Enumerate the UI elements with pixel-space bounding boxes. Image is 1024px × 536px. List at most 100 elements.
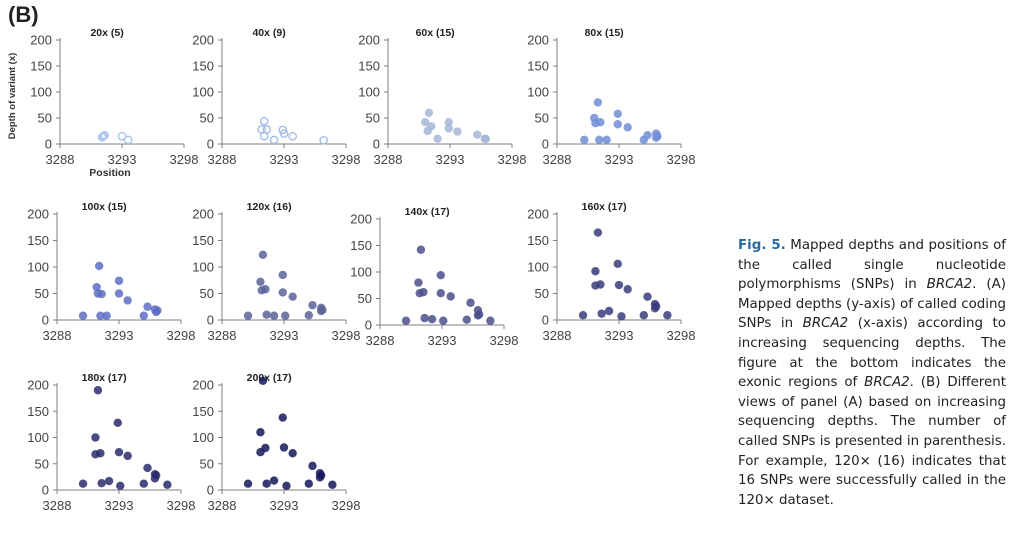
data-point <box>123 451 132 461</box>
data-point <box>99 131 108 141</box>
x-tick-label: 3288 <box>208 328 237 343</box>
data-point <box>278 270 287 280</box>
scatter-panel: 200x (17) 0 50 100 150 200 3288 3293 3298 <box>192 372 360 513</box>
panel-title: 60x (15) <box>416 27 455 39</box>
data-point <box>652 302 661 311</box>
y-tick-label: 0 <box>207 137 214 152</box>
data-point <box>663 311 672 320</box>
data-point <box>279 443 289 452</box>
x-tick-label: 3288 <box>366 333 395 348</box>
data-point <box>473 130 482 139</box>
caption-gene-name: BRCA2 <box>926 277 973 293</box>
data-point <box>256 428 265 437</box>
y-tick-label: 0 <box>42 313 49 328</box>
y-tick-label: 50 <box>200 286 214 301</box>
x-tick-label: 3288 <box>208 152 237 167</box>
data-point <box>424 108 434 118</box>
y-tick-label: 150 <box>192 404 214 419</box>
data-point <box>319 136 328 145</box>
y-tick-label: 0 <box>365 318 372 333</box>
data-point <box>580 135 589 145</box>
data-point <box>278 125 288 135</box>
y-tick-label: 50 <box>366 111 380 126</box>
y-tick-label: 150 <box>192 233 214 248</box>
x-tick-label: 3298 <box>170 152 199 167</box>
x-tick-label: 3288 <box>43 328 72 343</box>
y-tick-label: 100 <box>527 85 549 100</box>
data-point <box>653 132 662 141</box>
x-tick-label: 3298 <box>332 152 361 167</box>
caption-fig-label: Fig. 5. <box>738 238 786 253</box>
y-tick-label: 150 <box>350 238 372 253</box>
data-point <box>623 285 632 294</box>
data-point <box>97 289 106 299</box>
caption-gene-name: BRCA2 <box>864 375 910 391</box>
data-point <box>96 449 105 458</box>
data-point <box>613 259 622 269</box>
x-tick-label: 3298 <box>167 328 196 343</box>
data-point <box>258 376 268 385</box>
x-tick-label: 3298 <box>667 328 696 343</box>
data-point <box>100 130 109 140</box>
y-tick-label: 50 <box>35 286 49 301</box>
data-point <box>97 478 106 488</box>
y-tick-label: 0 <box>207 483 214 498</box>
data-point <box>416 245 426 254</box>
y-tick-label: 0 <box>542 137 549 152</box>
data-point <box>262 125 271 134</box>
y-tick-label: 0 <box>542 313 549 328</box>
scatter-panel: 100x (15) 0 50 100 150 200 3288 3293 3298 <box>27 201 195 343</box>
y-axis-label: Depth of variant (x) <box>7 53 18 140</box>
y-tick-label: 0 <box>373 137 380 152</box>
data-point <box>643 292 652 301</box>
data-point <box>123 296 132 305</box>
data-point <box>317 471 326 480</box>
panel-title: 140x (17) <box>405 206 450 218</box>
panel-title: 200x (17) <box>247 372 292 384</box>
data-point <box>278 413 287 422</box>
data-point <box>78 311 88 320</box>
data-point <box>91 433 100 442</box>
data-point <box>578 311 588 320</box>
y-tick-label: 100 <box>527 260 549 275</box>
data-point <box>596 280 605 289</box>
figure-caption: Fig. 5. Mapped depths and positions of t… <box>738 236 1006 510</box>
data-point <box>269 476 279 485</box>
data-point <box>444 117 453 127</box>
data-point <box>104 476 114 486</box>
y-tick-label: 100 <box>192 85 214 100</box>
x-tick-label: 3288 <box>543 328 572 343</box>
data-point <box>427 314 437 324</box>
data-point <box>261 443 270 453</box>
panel-title: 180x (17) <box>82 372 127 384</box>
data-point <box>597 309 606 318</box>
data-point <box>278 288 287 297</box>
y-tick-label: 100 <box>358 85 380 100</box>
data-point <box>113 418 122 427</box>
scatter-panel: 80x (15) 0 50 100 150 200 3288 3293 3298 <box>527 27 695 167</box>
x-tick-label: 3293 <box>270 152 299 167</box>
data-point <box>318 305 327 315</box>
data-point <box>436 289 445 298</box>
data-point <box>436 270 445 280</box>
data-point <box>401 316 411 325</box>
x-tick-label: 3293 <box>108 152 137 167</box>
x-tick-label: 3288 <box>374 152 403 167</box>
data-point <box>462 315 471 324</box>
caption-body: Mapped depths and positions of the calle… <box>738 238 1006 508</box>
x-tick-label: 3288 <box>46 152 75 167</box>
y-tick-label: 100 <box>27 430 49 445</box>
data-point <box>259 116 269 126</box>
data-point <box>446 292 455 301</box>
x-tick-label: 3293 <box>428 333 457 348</box>
y-tick-label: 200 <box>527 33 549 48</box>
y-tick-label: 50 <box>358 291 372 306</box>
y-tick-label: 200 <box>192 33 214 48</box>
y-tick-label: 150 <box>27 404 49 419</box>
data-point <box>139 311 148 320</box>
x-tick-label: 3288 <box>43 498 72 513</box>
scatter-panel: 180x (17) 0 50 100 150 200 3288 3293 3298 <box>27 372 195 513</box>
scatter-panel: 20x (5) 0 50 100 150 200 3288 3293 3298 Position D… <box>7 27 198 179</box>
data-point <box>420 313 429 323</box>
y-tick-label: 150 <box>30 59 52 74</box>
